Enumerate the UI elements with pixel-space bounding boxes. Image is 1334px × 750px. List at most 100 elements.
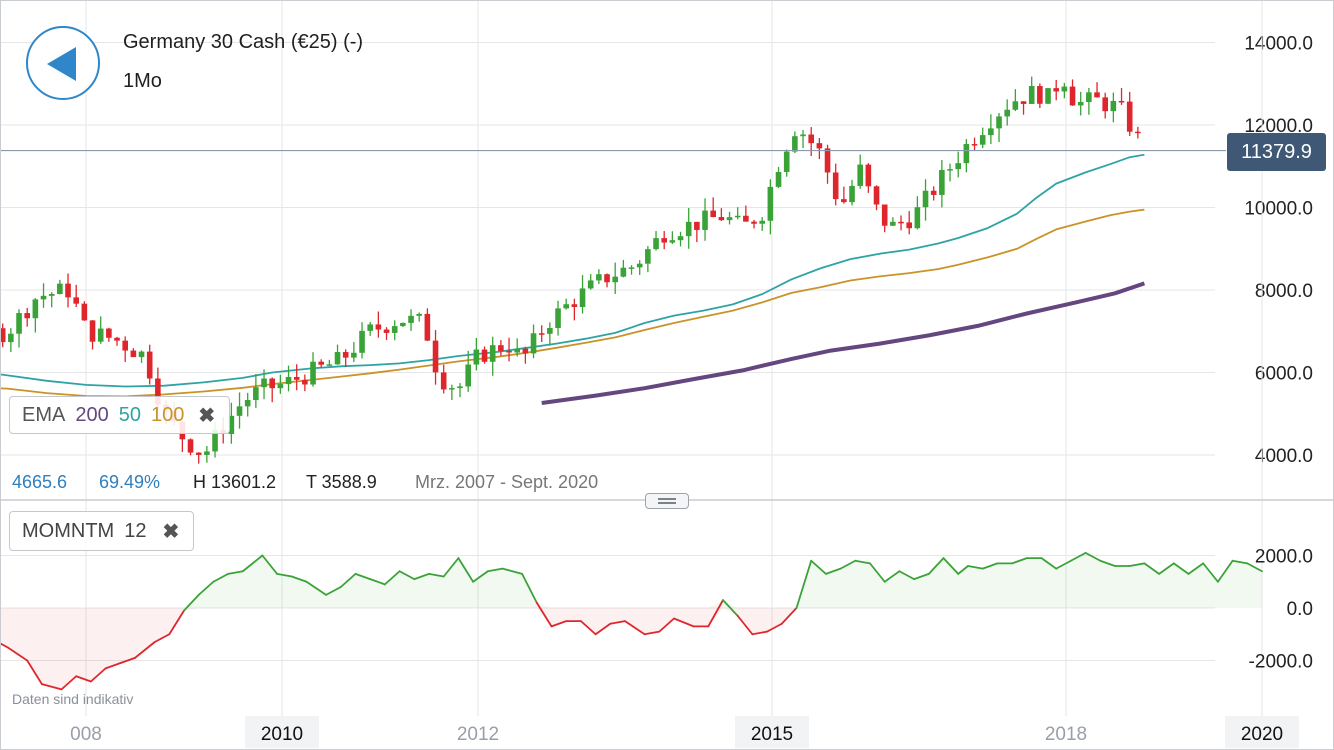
- candle-down: [318, 361, 324, 365]
- momentum-segment: [1070, 551, 1087, 562]
- momentum-segment: [624, 620, 646, 636]
- ema-200-line: [541, 281, 1146, 405]
- momentum-segment: [707, 599, 724, 628]
- candle-up: [636, 263, 643, 268]
- momentum-close-icon[interactable]: ✖: [162, 520, 180, 543]
- candle-up: [890, 221, 896, 226]
- candle-down: [481, 349, 488, 362]
- candle-down: [375, 324, 382, 330]
- momentum-axis-label: 0.0: [1287, 599, 1313, 620]
- candle-up: [334, 352, 341, 365]
- ema-100-label: 100: [150, 403, 185, 426]
- price-axis-label: 10000.0: [1244, 199, 1313, 220]
- momentum-segment: [212, 572, 230, 583]
- candle-down: [440, 372, 447, 390]
- candle-down: [816, 143, 823, 149]
- momentum-segment: [1231, 559, 1249, 565]
- interval-label[interactable]: 1Mo: [123, 70, 162, 92]
- candle-up: [653, 238, 659, 250]
- momentum-segment: [1128, 562, 1146, 567]
- momentum-segment: [883, 570, 901, 583]
- candle-up: [359, 330, 365, 353]
- momentum-segment: [104, 662, 122, 670]
- momentum-segment: [457, 557, 475, 583]
- candle-up: [277, 384, 284, 389]
- candle-up: [645, 249, 651, 264]
- candle-down: [743, 215, 749, 222]
- candle-up: [947, 169, 953, 171]
- candle-up: [596, 274, 602, 281]
- momentum-segment: [839, 559, 857, 570]
- candle-up: [792, 136, 798, 152]
- momentum-legend[interactable]: MOMNTM 12 ✖: [9, 511, 195, 551]
- momentum-segment: [413, 572, 430, 581]
- candle-up: [57, 283, 63, 295]
- price-axis-label: 12000.0: [1244, 116, 1313, 137]
- candle-down: [122, 340, 128, 351]
- candle-up: [40, 295, 47, 300]
- momentum-segment: [26, 659, 43, 686]
- candle-up: [530, 333, 537, 354]
- candle-up: [759, 220, 765, 224]
- momentum-segment: [580, 620, 597, 636]
- momentum-segment: [981, 562, 999, 570]
- momentum-segment: [383, 570, 401, 586]
- candle-down: [0, 328, 6, 343]
- momentum-segment: [927, 557, 945, 575]
- stat-low: 4665.6: [12, 472, 68, 492]
- candle-up: [1012, 101, 1019, 110]
- momentum-segment: [369, 578, 386, 586]
- candle-up: [457, 386, 463, 389]
- candle-up: [579, 288, 586, 308]
- ema-close-icon[interactable]: ✖: [198, 404, 216, 427]
- momentum-segment: [898, 570, 915, 581]
- candle-down: [865, 164, 872, 187]
- momentum-segment: [795, 559, 813, 609]
- time-axis-major-box: [1225, 716, 1299, 748]
- momentum-period: 12: [124, 519, 147, 542]
- momentum-segment: [442, 557, 460, 578]
- candle-up: [465, 364, 471, 387]
- candle-down: [881, 204, 888, 226]
- candle-down: [604, 274, 610, 283]
- panel-resize-handle[interactable]: [645, 493, 689, 509]
- candle-down: [1037, 86, 1043, 104]
- momentum-segment: [354, 572, 372, 581]
- candle-up: [514, 348, 520, 353]
- price-axis-label: 8000.0: [1255, 281, 1313, 302]
- back-button[interactable]: [26, 26, 100, 100]
- candle-down: [432, 340, 439, 373]
- momentum-segment: [1143, 562, 1160, 575]
- candle-down: [930, 190, 937, 195]
- candle-up: [963, 144, 970, 164]
- momentum-segment: [780, 607, 798, 625]
- candle-up: [138, 351, 145, 358]
- candle-up: [849, 185, 855, 203]
- candle-down: [65, 283, 71, 298]
- ema-50-line: [0, 153, 1145, 388]
- candle-up: [236, 406, 243, 416]
- candle-up: [400, 322, 406, 327]
- momentum-segment: [1246, 562, 1263, 573]
- instrument-title: Germany 30 Cash (€25) (-): [123, 31, 364, 53]
- momentum-segment: [913, 572, 930, 581]
- candle-up: [408, 315, 414, 323]
- candle-down: [1135, 131, 1141, 134]
- candle-up: [587, 280, 594, 289]
- candle-up: [212, 429, 218, 452]
- momentum-segment: [1158, 562, 1175, 575]
- candle-up: [1004, 109, 1010, 117]
- ema-legend[interactable]: EMA 200 50 100 ✖: [9, 396, 231, 434]
- candle-up: [677, 236, 684, 241]
- momentum-segment: [0, 642, 9, 649]
- momentum-segment: [183, 593, 200, 612]
- candle-up: [939, 169, 945, 195]
- momentum-segment: [550, 620, 568, 628]
- candle-up: [1045, 88, 1051, 104]
- candle-up: [367, 324, 373, 331]
- candle-down: [808, 134, 814, 144]
- candle-up: [914, 207, 921, 229]
- momentum-segment: [825, 567, 842, 575]
- momentum-segment: [153, 633, 171, 644]
